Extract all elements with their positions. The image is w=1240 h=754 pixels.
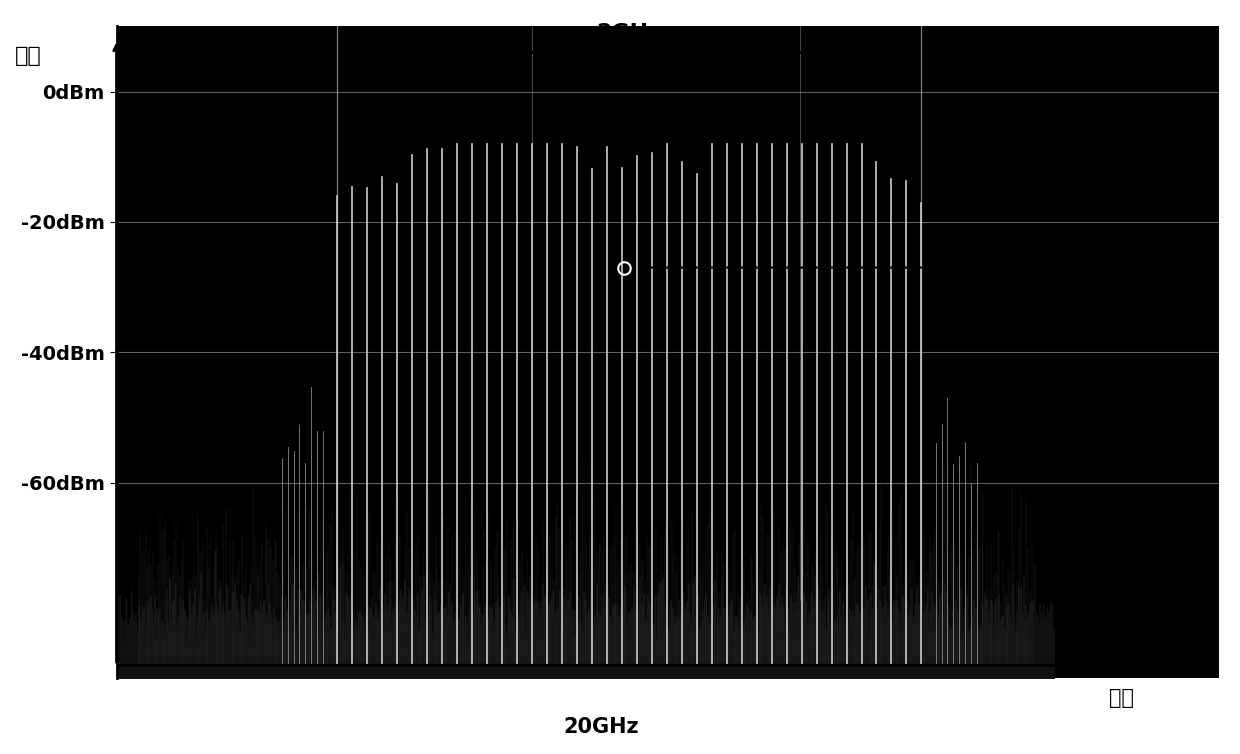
Text: 载波泄露: 载波泄露 [1120,258,1167,277]
Text: 20GHz: 20GHz [564,718,640,737]
Text: 频响误差: 频响误差 [1120,161,1167,179]
Text: 2GHz: 2GHz [596,23,662,43]
Text: 频率: 频率 [1109,688,1133,708]
Text: 幅度: 幅度 [15,46,42,66]
Text: 交调噪声: 交调噪声 [1120,395,1167,414]
